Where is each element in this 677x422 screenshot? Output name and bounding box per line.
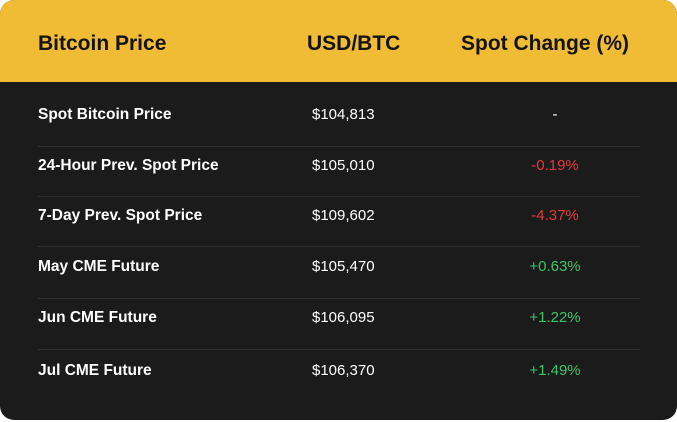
row-label: 7-Day Prev. Spot Price [38,207,203,224]
row-change: +0.63% [529,258,581,275]
row-divider [38,246,640,247]
table-row: 24-Hour Prev. Spot Price $105,010 -0.19% [0,141,677,191]
row-change: -0.19% [531,157,579,174]
row-price: $104,813 [312,106,375,123]
table-row: Jul CME Future $106,370 +1.49% [0,346,677,396]
header-bitcoin-price: Bitcoin Price [38,32,167,55]
row-change: +1.49% [529,362,581,379]
table-row: Jun CME Future $106,095 +1.22% [0,293,677,343]
row-divider [38,349,640,350]
row-change: +1.22% [529,309,581,326]
header-usd-btc: USD/BTC [307,32,401,55]
row-change: -4.37% [531,207,579,224]
row-price: $105,470 [312,258,375,275]
row-label: Jun CME Future [38,309,157,326]
row-price: $109,602 [312,207,375,224]
row-label: Spot Bitcoin Price [38,106,172,123]
row-change: - [552,106,558,123]
row-divider [38,196,640,197]
table-row: Spot Bitcoin Price $104,813 - [0,90,677,140]
row-price: $105,010 [312,157,375,174]
table-row: May CME Future $105,470 +0.63% [0,242,677,292]
table-row: 7-Day Prev. Spot Price $109,602 -4.37% [0,191,677,241]
row-label: Jul CME Future [38,362,152,379]
row-divider [38,298,640,299]
row-price: $106,370 [312,362,375,379]
table-header: Bitcoin Price USD/BTC Spot Change (%) [0,0,677,82]
row-label: May CME Future [38,258,160,275]
row-label: 24-Hour Prev. Spot Price [38,157,219,174]
row-divider [38,146,640,147]
row-price: $106,095 [312,309,375,326]
header-spot-change: Spot Change (%) [461,32,629,55]
